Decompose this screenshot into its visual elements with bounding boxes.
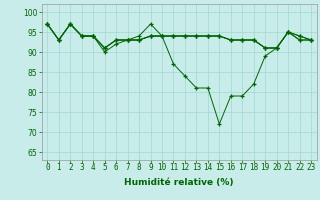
X-axis label: Humidité relative (%): Humidité relative (%): [124, 178, 234, 187]
